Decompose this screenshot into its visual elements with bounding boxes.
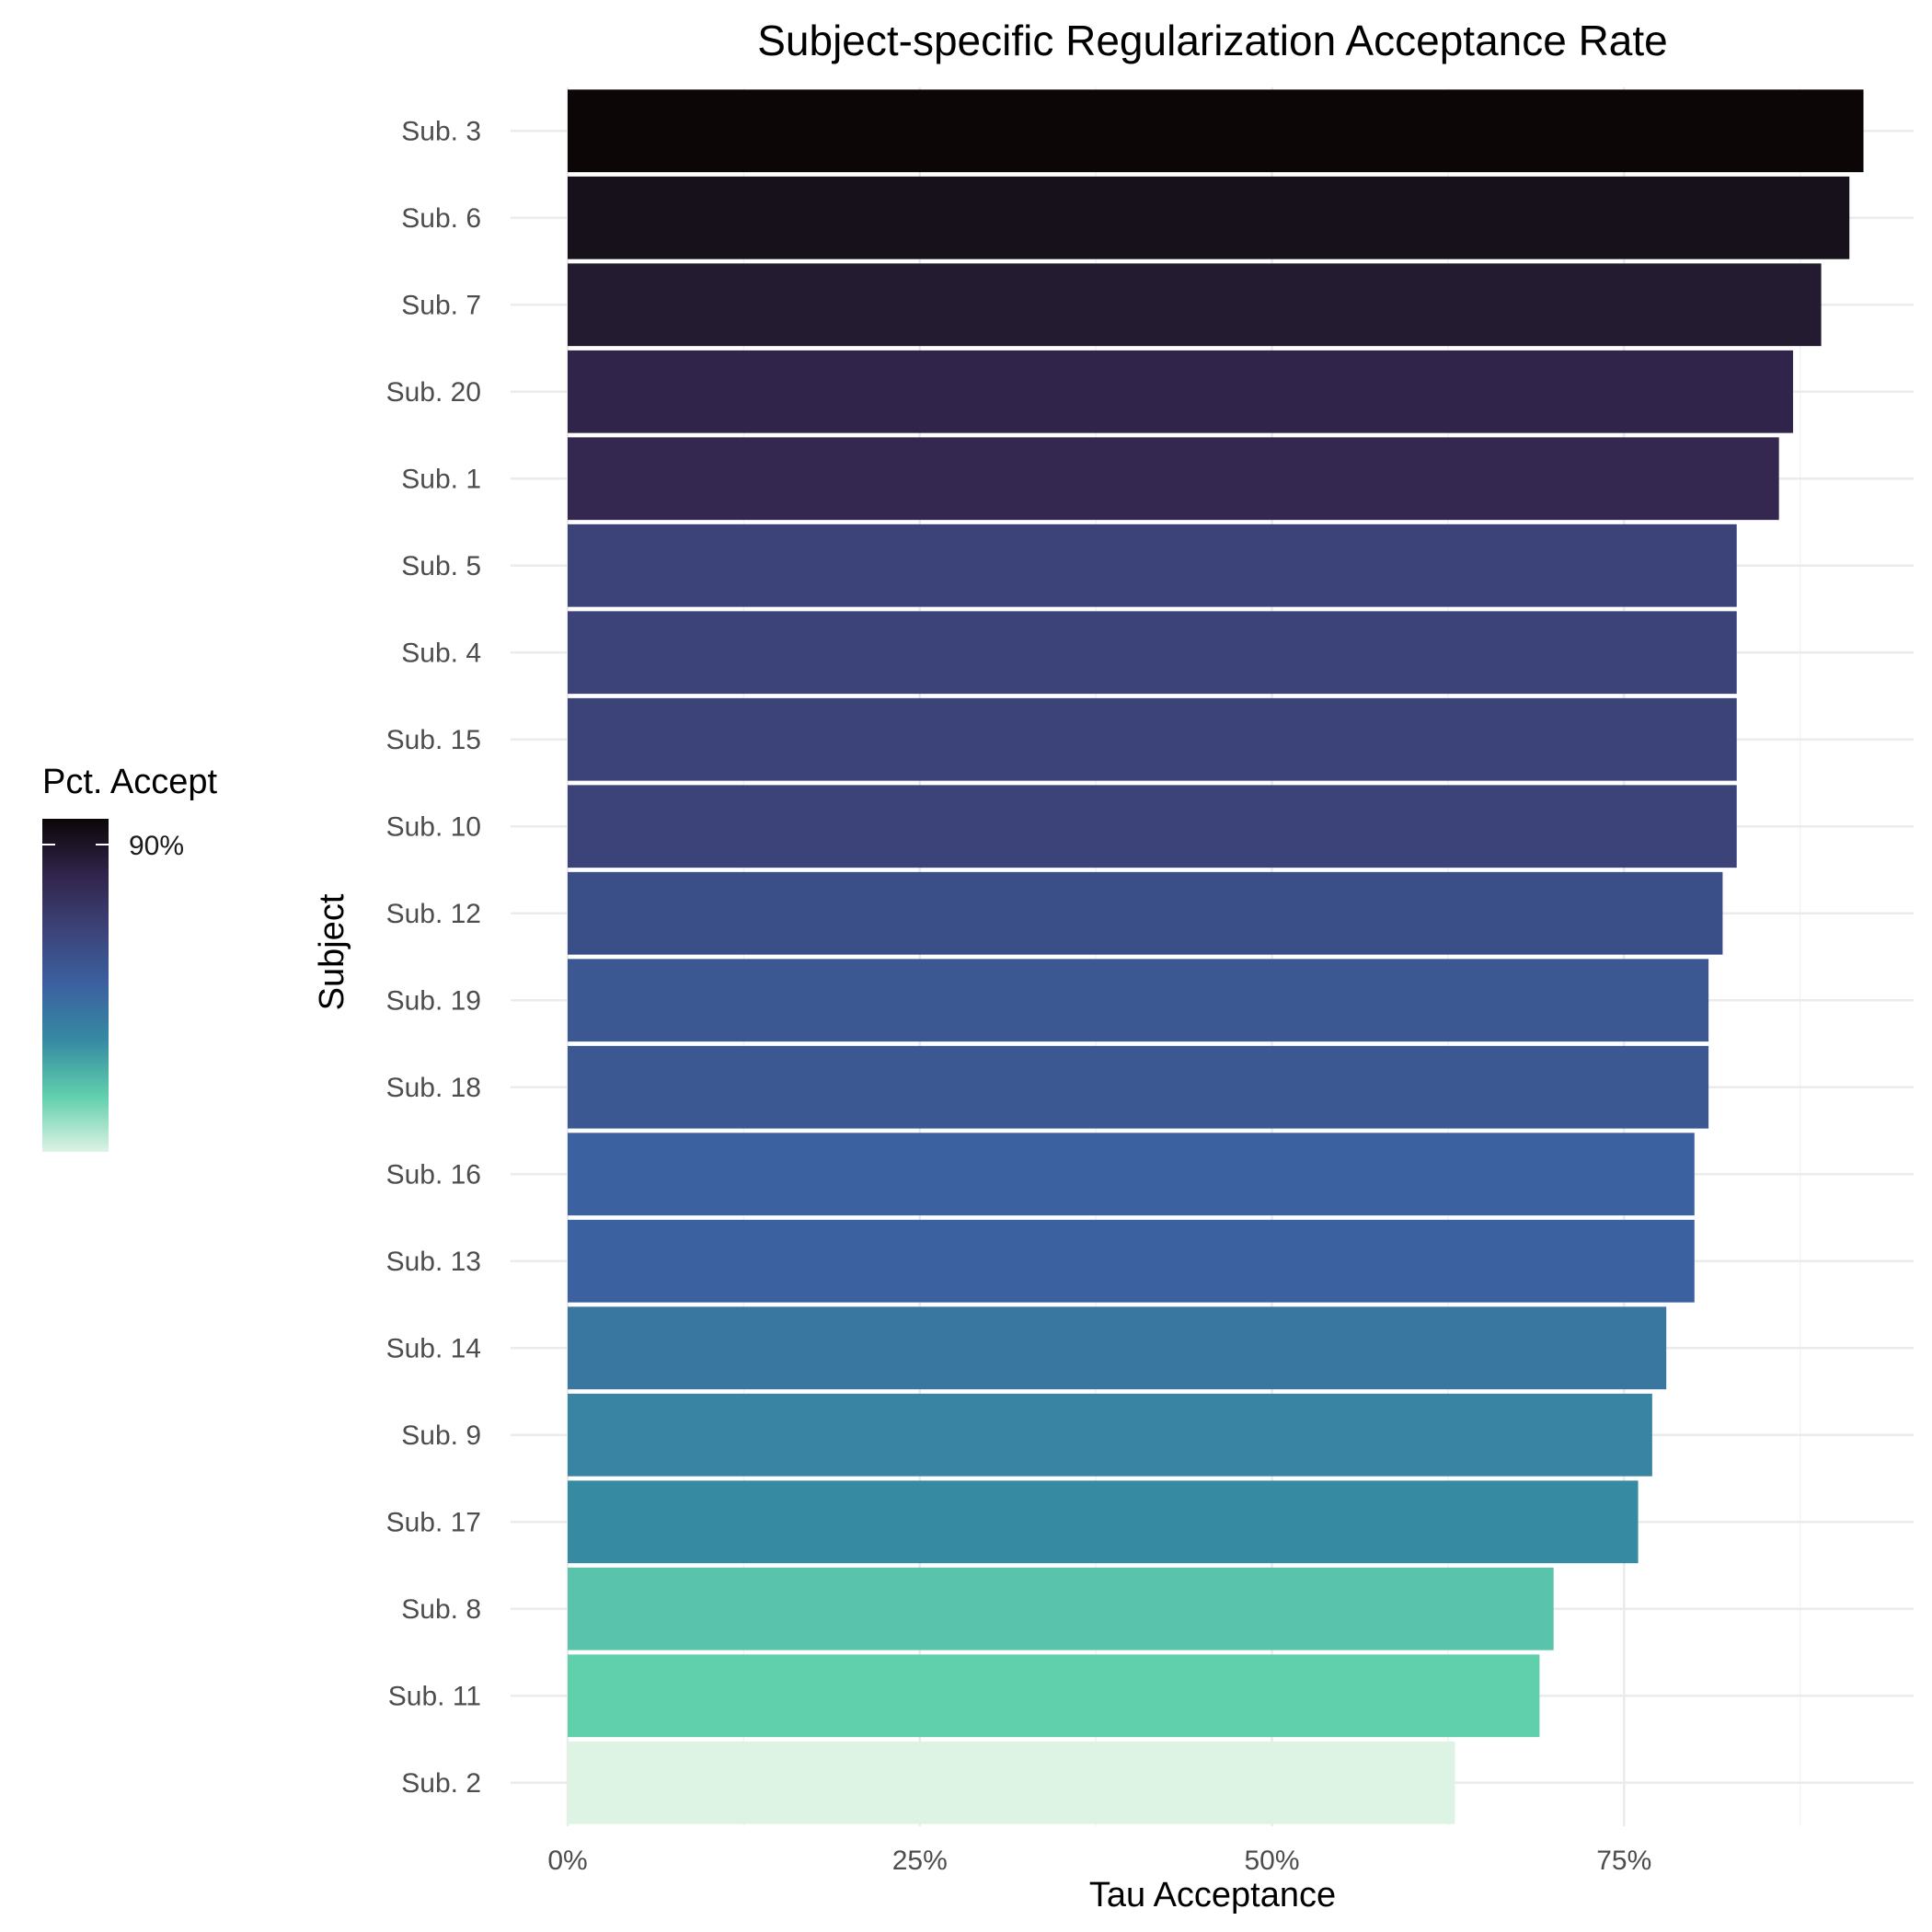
y-tick-label: Sub. 17 xyxy=(386,1507,481,1537)
bar-sub-11 xyxy=(568,1654,1540,1738)
legend: Pct. Accept 90% xyxy=(42,763,218,1152)
bar-sub-2 xyxy=(568,1741,1455,1824)
bar-sub-12 xyxy=(568,871,1723,955)
x-tick-labels: 0% 25% 50% 75% xyxy=(547,1846,1651,1876)
x-tick-label: 50% xyxy=(1244,1846,1299,1876)
legend-title: Pct. Accept xyxy=(42,763,218,801)
bar-sub-9 xyxy=(568,1393,1652,1477)
y-tick-label: Sub. 8 xyxy=(401,1594,481,1625)
y-tick-label: Sub. 6 xyxy=(401,203,481,234)
y-tick-label: Sub. 18 xyxy=(386,1073,481,1103)
bar-sub-17 xyxy=(568,1480,1639,1564)
bar-sub-6 xyxy=(568,176,1850,259)
y-tick-label: Sub. 4 xyxy=(401,638,481,668)
y-tick-label: Sub. 16 xyxy=(386,1159,481,1190)
bar-sub-15 xyxy=(568,697,1737,781)
y-tick-label: Sub. 10 xyxy=(386,811,481,842)
legend-label: 90% xyxy=(129,831,184,861)
bar-sub-13 xyxy=(568,1219,1695,1303)
bar-sub-5 xyxy=(568,523,1737,607)
y-tick-labels: Sub. 3 Sub. 6 Sub. 7 Sub. 20 Sub. 1 Sub. 5 Sub… xyxy=(386,116,481,1799)
x-axis-title: Tau Acceptance xyxy=(1089,1876,1336,1915)
bar-sub-19 xyxy=(568,959,1709,1042)
y-tick-label: Sub. 7 xyxy=(401,290,481,320)
y-tick-label: Sub. 14 xyxy=(386,1333,481,1363)
grid-lines xyxy=(511,87,1914,1826)
chart-title: Subject-specific Regularization Acceptan… xyxy=(757,17,1668,64)
x-tick-label: 25% xyxy=(892,1846,948,1876)
y-tick-label: Sub. 12 xyxy=(386,899,481,929)
y-tick-label: Sub. 15 xyxy=(386,725,481,755)
bar-sub-14 xyxy=(568,1306,1667,1390)
bar-sub-4 xyxy=(568,611,1737,695)
y-tick-label: Sub. 11 xyxy=(388,1681,481,1711)
bar-sub-18 xyxy=(568,1045,1709,1129)
bar-sub-3 xyxy=(568,89,1864,173)
y-tick-label: Sub. 19 xyxy=(386,985,481,1016)
y-tick-label: Sub. 20 xyxy=(386,377,481,408)
y-tick-label: Sub. 2 xyxy=(401,1768,481,1799)
bar-sub-1 xyxy=(568,437,1779,521)
y-axis-title: Subject xyxy=(313,893,351,1010)
x-tick-label: 75% xyxy=(1596,1846,1651,1876)
bars-group xyxy=(568,89,1864,1824)
bar-sub-20 xyxy=(568,350,1793,433)
y-tick-label: Sub. 3 xyxy=(401,116,481,146)
bar-sub-10 xyxy=(568,785,1737,868)
bar-sub-7 xyxy=(568,263,1822,347)
y-tick-label: Sub. 5 xyxy=(401,551,481,581)
bar-sub-16 xyxy=(568,1133,1695,1216)
legend-colorbar xyxy=(42,819,109,1152)
legend-ticks: 90% xyxy=(42,831,184,861)
y-tick-label: Sub. 9 xyxy=(401,1420,481,1451)
y-tick-label: Sub. 13 xyxy=(386,1247,481,1277)
y-tick-label: Sub. 1 xyxy=(401,464,481,494)
bar-sub-8 xyxy=(568,1567,1554,1650)
x-tick-label: 0% xyxy=(547,1846,587,1876)
